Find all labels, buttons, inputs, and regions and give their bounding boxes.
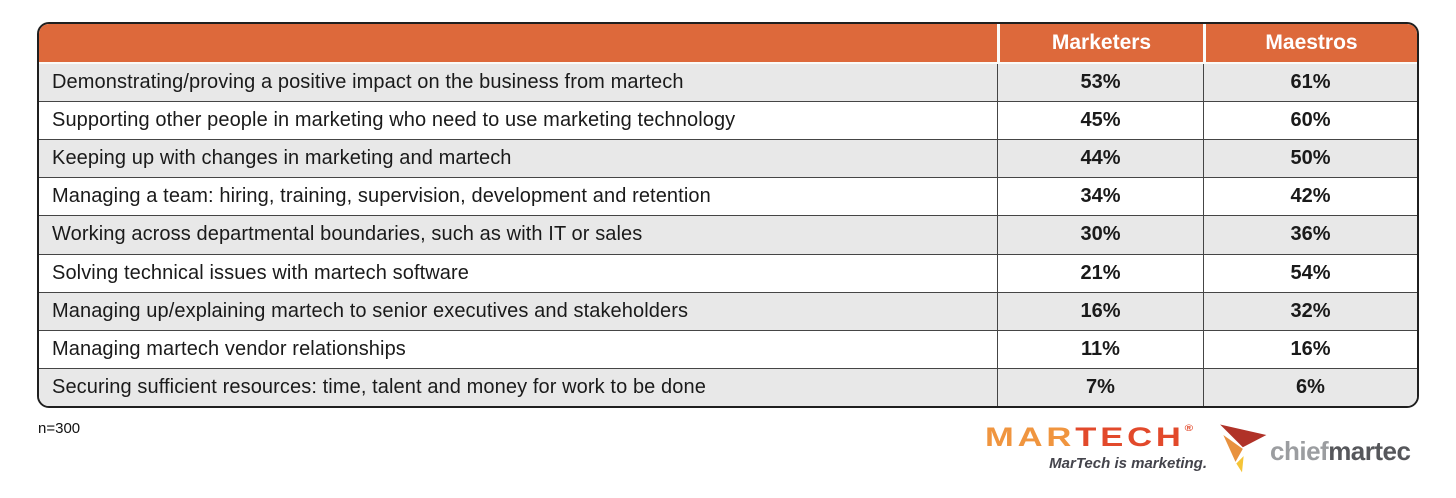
row-label-cell: Working across departmental boundaries, … bbox=[52, 223, 643, 246]
table-row: Working across departmental boundaries, … bbox=[39, 215, 1417, 254]
maestros-value-cell: 54% bbox=[1203, 254, 1417, 292]
chiefmartec-wordmark: chiefmartec bbox=[1270, 436, 1411, 466]
header-empty-cell bbox=[39, 24, 997, 62]
marketers-value-cell: 34% bbox=[997, 178, 1203, 216]
marketers-value-cell: 45% bbox=[997, 102, 1203, 140]
table-row: Demonstrating/proving a positive impact … bbox=[39, 64, 1417, 102]
row-label-cell: Managing a team: hiring, training, super… bbox=[52, 185, 711, 208]
row-label-cell: Keeping up with changes in marketing and… bbox=[52, 147, 512, 170]
maestros-value-cell: 16% bbox=[1203, 330, 1417, 368]
table-row: Managing a team: hiring, training, super… bbox=[39, 177, 1417, 216]
maestros-value-cell: 42% bbox=[1203, 178, 1417, 216]
challenges-table: Marketers Maestros Demonstrating/proving… bbox=[37, 22, 1419, 408]
martech-tagline: MarTech is marketing. bbox=[1049, 455, 1207, 472]
maestros-value-cell: 32% bbox=[1203, 292, 1417, 330]
table-row: Supporting other people in marketing who… bbox=[39, 101, 1417, 140]
maestros-value-cell: 36% bbox=[1203, 216, 1417, 254]
table-body: Demonstrating/proving a positive impact … bbox=[39, 64, 1417, 406]
martech-wordmark: MARTECH® bbox=[985, 424, 1269, 451]
martech-logo-tech: TECH bbox=[1075, 422, 1185, 452]
chiefmartec-logo-chief: chief bbox=[1270, 436, 1329, 466]
header-maestros: Maestros bbox=[1203, 24, 1417, 62]
marketers-value-cell: 53% bbox=[997, 64, 1203, 102]
table-row: Managing up/explaining martech to senior… bbox=[39, 291, 1417, 330]
funnel-icon bbox=[1220, 424, 1267, 473]
table-row: Managing martech vendor relationships 11%… bbox=[39, 329, 1417, 368]
row-label-cell: Managing martech vendor relationships bbox=[52, 337, 406, 360]
maestros-value-cell: 60% bbox=[1203, 102, 1417, 140]
sample-size-note: n=300 bbox=[38, 420, 81, 437]
row-label-cell: Demonstrating/proving a positive impact … bbox=[52, 71, 684, 94]
table-row: Solving technical issues with martech so… bbox=[39, 253, 1417, 292]
row-label-cell: Managing up/explaining martech to senior… bbox=[52, 299, 689, 322]
marketers-value-cell: 7% bbox=[997, 368, 1203, 406]
table-header-row: Marketers Maestros bbox=[39, 24, 1417, 64]
marketers-value-cell: 30% bbox=[997, 216, 1203, 254]
maestros-value-cell: 50% bbox=[1203, 140, 1417, 178]
marketers-value-cell: 44% bbox=[997, 140, 1203, 178]
chiefmartec-logo: chiefmartec bbox=[1216, 420, 1411, 476]
row-label-cell: Solving technical issues with martech so… bbox=[52, 261, 470, 284]
martech-logo-mar: MAR bbox=[985, 422, 1076, 452]
maestros-value-cell: 61% bbox=[1203, 64, 1417, 102]
marketers-value-cell: 21% bbox=[997, 254, 1203, 292]
row-label-cell: Supporting other people in marketing who… bbox=[52, 109, 736, 132]
chiefmartec-logo-martec: martec bbox=[1328, 436, 1411, 466]
table-row: Securing sufficient resources: time, tal… bbox=[39, 367, 1417, 406]
table-row: Keeping up with changes in marketing and… bbox=[39, 139, 1417, 178]
martech-logo: MARTECH® MarTech is marketing. bbox=[985, 424, 1207, 473]
header-marketers: Marketers bbox=[997, 24, 1203, 62]
row-label-cell: Securing sufficient resources: time, tal… bbox=[52, 375, 706, 398]
marketers-value-cell: 11% bbox=[997, 330, 1203, 368]
maestros-value-cell: 6% bbox=[1203, 368, 1417, 406]
martech-registered-mark: ® bbox=[1184, 423, 1194, 433]
marketers-value-cell: 16% bbox=[997, 292, 1203, 330]
